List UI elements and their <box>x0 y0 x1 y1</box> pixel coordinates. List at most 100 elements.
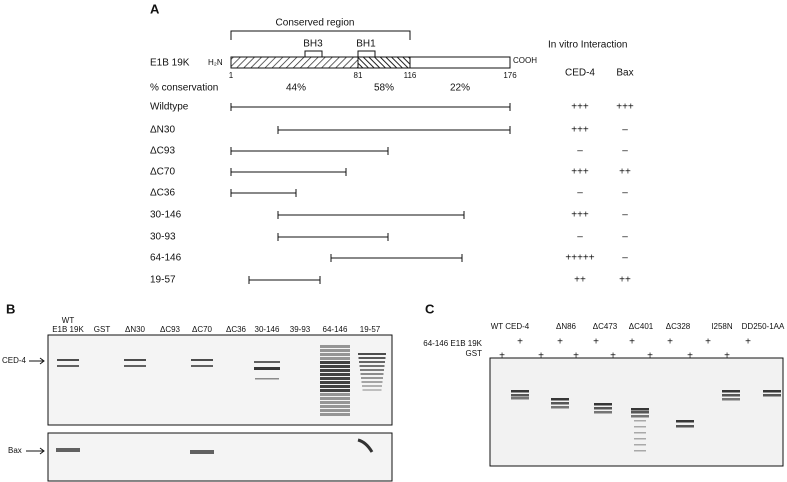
band <box>320 353 350 356</box>
bracket <box>230 30 411 40</box>
ced4-result: – <box>577 232 583 243</box>
band <box>320 377 350 380</box>
arrow <box>26 447 45 455</box>
plus: + <box>629 337 635 348</box>
plus: + <box>557 337 563 348</box>
bax-result: – <box>622 253 628 264</box>
band <box>360 373 384 375</box>
plus: + <box>687 351 693 362</box>
conservation: 44% <box>286 83 306 94</box>
ced4-result: +++++ <box>565 253 594 264</box>
band <box>634 444 646 446</box>
gel <box>47 432 393 482</box>
panel-label: A <box>150 1 160 16</box>
row-label: GST <box>466 349 483 358</box>
band <box>631 408 649 411</box>
band <box>631 415 649 418</box>
lane-label: 39-93 <box>290 325 311 334</box>
position: 1 <box>229 71 234 80</box>
band <box>320 365 350 368</box>
construct-line <box>277 233 389 241</box>
lane-label: ΔC401 <box>629 322 654 331</box>
band <box>361 377 383 379</box>
construct-line <box>230 168 347 176</box>
band <box>551 402 569 405</box>
bax-label: Bax <box>8 446 22 455</box>
lane-label: GST <box>94 325 111 334</box>
band <box>722 390 740 393</box>
band <box>254 361 280 363</box>
lane-label: 30-146 <box>255 325 280 334</box>
conservation: 58% <box>374 83 394 94</box>
band <box>57 359 79 361</box>
plus: + <box>705 337 711 348</box>
construct-line <box>230 189 297 197</box>
band <box>631 411 649 414</box>
lane-label: ΔC70 <box>192 325 213 334</box>
lane-label: DD250-1AA <box>742 322 785 331</box>
bh1: BH1 <box>356 39 376 50</box>
lane-label: ΔC93 <box>160 325 181 334</box>
bax-result: – <box>622 188 628 199</box>
band <box>124 359 146 361</box>
band <box>320 349 350 352</box>
band <box>676 420 694 423</box>
plus: + <box>538 351 544 362</box>
lane-label: 19-57 <box>360 325 381 334</box>
column-header: Bax <box>616 68 633 79</box>
lane-label: ΔC473 <box>593 322 618 331</box>
band <box>358 353 386 355</box>
panel-label: C <box>425 301 435 316</box>
ced4-result: +++ <box>571 102 589 113</box>
band <box>320 381 350 384</box>
band <box>359 365 385 367</box>
band <box>763 394 781 397</box>
band <box>191 365 213 367</box>
construct-name: Wildtype <box>150 102 189 113</box>
position: 81 <box>354 71 363 80</box>
interaction-title: In vitro Interaction <box>548 40 627 51</box>
ced4-result: – <box>577 146 583 157</box>
band <box>511 394 529 397</box>
plus: + <box>517 337 523 348</box>
position: 116 <box>404 71 417 80</box>
band <box>359 361 385 363</box>
bh3: BH3 <box>303 39 323 50</box>
construct-name: ΔC70 <box>150 167 175 178</box>
band <box>320 361 350 364</box>
plus: + <box>745 337 751 348</box>
panel-label: B <box>6 301 15 316</box>
band <box>362 385 382 387</box>
bax-result: – <box>622 210 628 221</box>
band <box>124 365 146 367</box>
conservation-label: % conservation <box>150 83 218 94</box>
lane-label: E1B 19K <box>52 325 84 334</box>
band <box>634 438 646 440</box>
lane-label: ΔC328 <box>666 322 691 331</box>
band <box>320 409 350 412</box>
band <box>320 345 350 348</box>
construct-line <box>277 211 465 219</box>
band <box>594 407 612 410</box>
ced4-result: +++ <box>571 125 589 136</box>
domain <box>409 56 511 69</box>
plus: + <box>593 337 599 348</box>
position: 176 <box>503 71 517 80</box>
panel-a: A Conserved region BH3 BH1 E1B 19K H₂N C… <box>150 1 634 93</box>
band <box>320 389 350 392</box>
bax-result: – <box>622 146 628 157</box>
bax-result: +++ <box>616 102 634 113</box>
lane-label: I258N <box>711 322 733 331</box>
plus: + <box>573 351 579 362</box>
band <box>634 426 646 428</box>
band <box>320 405 350 408</box>
construct-line <box>230 103 511 111</box>
band <box>634 420 646 422</box>
band <box>594 403 612 406</box>
band <box>357 438 374 453</box>
ced4-label: CED-4 <box>2 356 27 365</box>
plus: + <box>667 337 673 348</box>
lane-label: 64-146 <box>323 325 348 334</box>
plus: + <box>647 351 653 362</box>
